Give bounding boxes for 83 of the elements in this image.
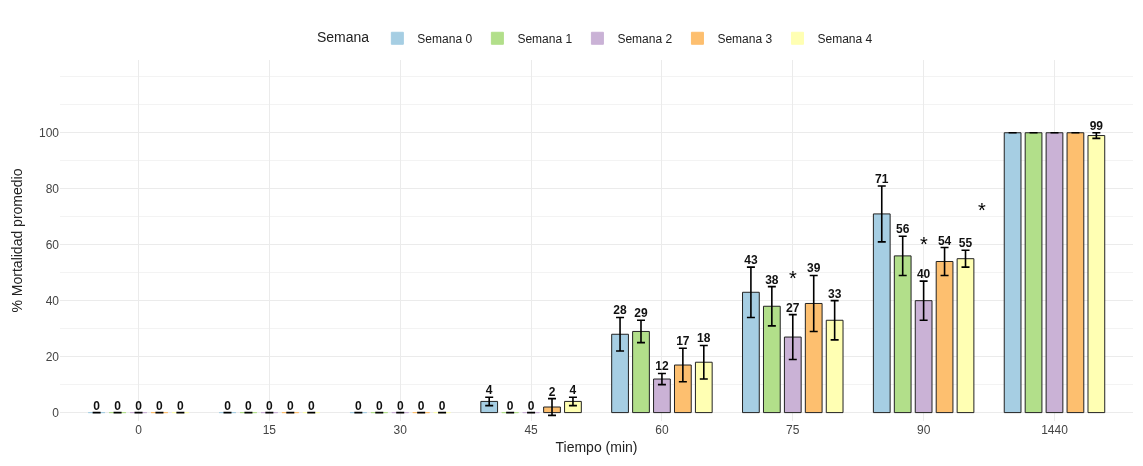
bar — [653, 378, 671, 414]
data-label: 71 — [875, 171, 889, 186]
y-tick-label: 40 — [45, 293, 60, 308]
x-tick-label: 60 — [655, 423, 669, 437]
annotation: * — [978, 199, 986, 221]
data-label: 0 — [307, 398, 315, 413]
bar — [804, 302, 823, 414]
data-label: 0 — [135, 398, 143, 413]
data-label: 43 — [744, 253, 758, 268]
data-label: 0 — [177, 398, 185, 413]
bar — [783, 336, 802, 414]
legend-label: Semana 2 — [617, 31, 673, 46]
x-tick-label: 30 — [393, 423, 408, 437]
data-label: 39 — [807, 261, 821, 276]
legend-title: Semana — [317, 28, 370, 45]
data-label: 17 — [676, 334, 690, 349]
data-label: 0 — [286, 398, 294, 413]
data-label: 0 — [417, 398, 425, 413]
bar — [893, 255, 912, 414]
x-tick-label: 0 — [135, 423, 143, 437]
bar — [956, 258, 975, 414]
bar — [762, 305, 781, 414]
data-label: 4 — [569, 383, 577, 398]
data-label: 27 — [786, 300, 800, 315]
data-label: 0 — [396, 398, 404, 413]
x-tick-label: 1440 — [1041, 423, 1069, 437]
bar — [1066, 132, 1085, 414]
x-tick-label: 75 — [786, 423, 800, 437]
y-axis-title: % Mortalidad promedio — [9, 168, 25, 313]
bar — [694, 361, 713, 414]
bar — [742, 291, 760, 414]
x-tick-label: 45 — [524, 423, 539, 437]
x-tick-label: 90 — [916, 423, 931, 437]
data-label: 99 — [1089, 118, 1104, 133]
data-label: 2 — [548, 384, 556, 399]
legend-label: Semana 3 — [717, 31, 773, 46]
bar — [632, 330, 650, 414]
bar — [872, 213, 891, 414]
y-tick-label: 100 — [38, 125, 60, 140]
annotation: * — [920, 233, 928, 255]
data-label: 0 — [355, 398, 363, 413]
y-tick-label: 20 — [45, 349, 60, 364]
data-label: 55 — [958, 236, 973, 251]
bar — [935, 260, 954, 414]
bar — [1024, 132, 1043, 414]
bar — [673, 364, 692, 414]
data-label: 56 — [896, 222, 910, 237]
data-label: 0 — [224, 398, 232, 413]
data-label: 0 — [375, 398, 383, 413]
bar — [1003, 132, 1022, 414]
legend-label: Semana 0 — [417, 31, 473, 46]
bar — [914, 300, 933, 414]
legend-label: Semana 4 — [817, 31, 873, 46]
legend-label: Semana 1 — [517, 31, 573, 46]
data-label: 4 — [485, 383, 493, 398]
data-label: 0 — [506, 398, 514, 413]
bar — [480, 400, 499, 414]
data-label: 0 — [245, 398, 253, 413]
data-label: 29 — [634, 306, 648, 321]
y-tick-label: 60 — [45, 237, 60, 252]
x-tick-label: 15 — [262, 423, 277, 437]
annotation: * — [789, 267, 797, 289]
bar — [611, 333, 629, 414]
bar — [1045, 132, 1064, 414]
x-axis-title: Tiempo (min) — [555, 439, 638, 456]
bar — [564, 400, 582, 414]
data-label: 0 — [266, 398, 274, 413]
data-label: 0 — [93, 398, 101, 413]
data-label: 18 — [697, 331, 711, 346]
data-label: 54 — [937, 233, 952, 248]
data-label: 0 — [156, 398, 164, 413]
bar — [1087, 135, 1106, 414]
y-tick-label: 80 — [45, 181, 60, 196]
y-tick-label: 0 — [52, 405, 60, 420]
data-label: 28 — [613, 303, 628, 318]
bar — [825, 319, 844, 414]
data-label: 33 — [827, 286, 842, 301]
data-label: 38 — [765, 272, 779, 287]
data-label: 40 — [916, 267, 931, 282]
data-label: 12 — [655, 359, 669, 374]
data-label: 0 — [438, 398, 446, 413]
data-label: 0 — [114, 398, 122, 413]
data-label: 0 — [527, 398, 535, 413]
